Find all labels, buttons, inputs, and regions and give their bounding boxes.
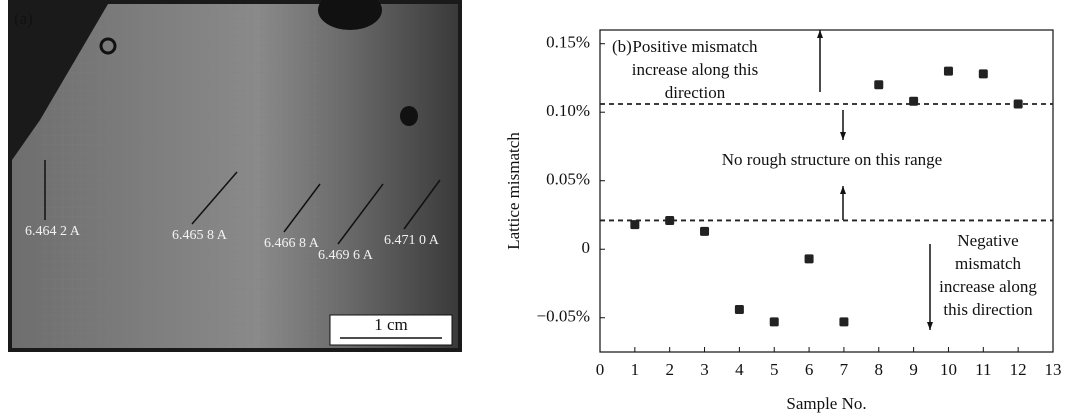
scale-label: 1 cm	[374, 315, 408, 334]
label-arrow	[337, 183, 384, 245]
point	[978, 69, 988, 79]
x-tick-label: 9	[909, 360, 918, 379]
photo-panel: (a) 1 cm 6.464 2 A 6.465 8 A 6.466 8 A6.46…	[8, 0, 462, 352]
point	[804, 254, 814, 264]
y-tick-label: −0.05%	[537, 307, 591, 326]
x-tick-label: 8	[875, 360, 884, 379]
photo-label: 6.469 6 A	[318, 248, 374, 263]
x-tick-label: 1	[631, 360, 640, 379]
y-tick-label: 0.05%	[546, 170, 590, 189]
photo-spot	[99, 37, 117, 55]
annotation: increase along this	[632, 60, 759, 79]
photo-label: 6.464 2 A	[25, 224, 81, 239]
y-axis-label: Lattice mismatch	[504, 132, 523, 250]
y-tick-label: 0.10%	[546, 101, 590, 120]
x-axis-label: Sample No.	[786, 394, 866, 413]
y-tick-label: 0.15%	[546, 33, 590, 52]
x-tick-label: 4	[735, 360, 744, 379]
label-arrow	[191, 171, 238, 225]
annotation: mismatch	[955, 254, 1022, 273]
annotation: direction	[665, 83, 726, 102]
annotation: Positive mismatch	[632, 37, 758, 56]
point	[734, 305, 744, 315]
point	[839, 317, 849, 327]
x-tick-label: 10	[940, 360, 957, 379]
point	[1013, 99, 1023, 109]
photo-corner	[12, 4, 108, 160]
annotation: increase along	[939, 277, 1037, 296]
point	[630, 220, 640, 230]
photo-label: 6.465 8 A	[172, 228, 228, 243]
photo-texture	[40, 4, 320, 348]
point	[769, 317, 779, 327]
arrow-head	[817, 30, 823, 38]
label-arrow	[403, 179, 441, 230]
y-tick-label: 0	[582, 238, 591, 257]
chart-panel: 0 1 2 3 4 5 6 7 8 9 10 11 12 13−0.05%00.05%0.10%0.15%…	[504, 29, 1062, 413]
x-tick-label: 3	[700, 360, 709, 379]
point	[943, 66, 953, 76]
x-tick-label: 2	[665, 360, 674, 379]
photo-spot	[318, 0, 382, 30]
x-tick-label: 11	[975, 360, 991, 379]
x-tick-label: 7	[840, 360, 849, 379]
x-tick-label: 12	[1010, 360, 1027, 379]
x-tick-label: 6	[805, 360, 814, 379]
x-tick-label: 5	[770, 360, 779, 379]
arrow-head	[840, 186, 846, 194]
x-tick-label: 0	[596, 360, 605, 379]
photo-spot	[400, 106, 418, 126]
photo-label: 6.466 8 A	[264, 236, 320, 251]
annotation: this direction	[943, 300, 1033, 319]
point	[874, 80, 884, 90]
point	[700, 226, 710, 236]
panel-label: (a)	[14, 9, 33, 28]
arrow-head	[927, 322, 933, 330]
plot-frame	[599, 29, 1054, 353]
annotation: No rough structure on this range	[722, 150, 942, 169]
x-tick-label: 13	[1045, 360, 1062, 379]
scale-box	[329, 314, 453, 346]
point	[909, 96, 919, 106]
annotation: Negative	[957, 231, 1018, 250]
label-arrow	[283, 183, 321, 233]
panel-label: (b)	[612, 37, 632, 56]
photo-label: 6.471 0 A	[384, 233, 440, 248]
arrow-head	[840, 132, 846, 140]
point	[665, 215, 675, 225]
